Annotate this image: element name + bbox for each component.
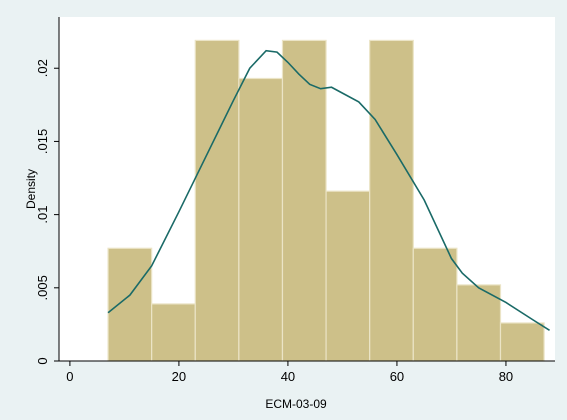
x-tick-label: 0 [66, 369, 73, 384]
histogram-bar-1 [107, 247, 153, 362]
x-tick-label: 20 [172, 369, 186, 384]
x-tick-label: 60 [390, 369, 404, 384]
x-tick-label: 80 [499, 369, 513, 384]
histogram-bar-2 [151, 303, 196, 362]
y-tick-label: .015 [35, 129, 50, 154]
x-axis-ticks: 0 20 40 60 80 [66, 361, 513, 384]
x-axis-title: ECM-03-09 [265, 397, 327, 411]
y-tick-label: 0 [35, 357, 50, 364]
y-tick-label: .005 [35, 275, 50, 300]
y-axis-title: Density [24, 169, 38, 209]
histogram-bar-6 [325, 190, 371, 362]
histogram-bar-7 [369, 39, 414, 362]
histogram-bars [107, 39, 545, 362]
histogram-bar-8 [412, 247, 458, 362]
histogram-bar-3 [194, 39, 240, 362]
histogram-bar-10 [499, 322, 545, 362]
x-tick-label: 40 [281, 369, 295, 384]
y-tick-label: .01 [35, 206, 50, 224]
histogram-bar-4 [238, 77, 284, 362]
kernel-density-curve [107, 49, 550, 331]
y-axis-ticks: 0 .005 .01 .015 .02 [35, 59, 59, 365]
histogram-bar-5 [281, 39, 327, 362]
y-tick-label: .02 [35, 59, 50, 77]
